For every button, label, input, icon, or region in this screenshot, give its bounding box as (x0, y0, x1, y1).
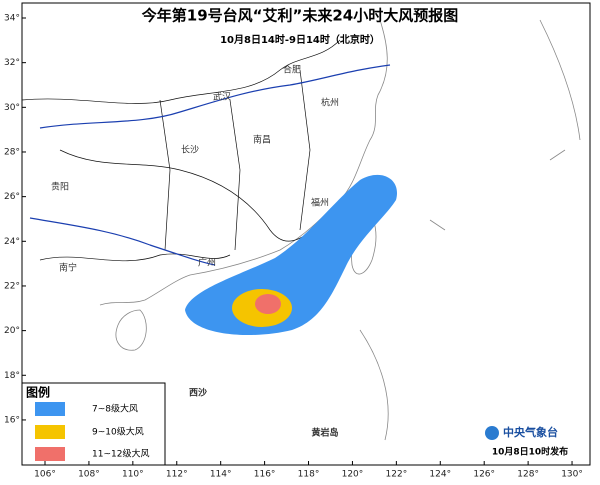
lon-label: 118° (298, 470, 320, 480)
place-label: 贵阳 (51, 181, 69, 193)
lon-label: 106° (34, 470, 56, 480)
lon-label: 128° (517, 470, 539, 480)
legend-label: 9~10级大风 (92, 426, 144, 438)
legend-label: 11~12级大风 (92, 448, 149, 460)
lon-label: 126° (473, 470, 495, 480)
title: 今年第19号台风“艾利”未来24小时大风预报图 (141, 7, 458, 25)
lat-label: 16° (4, 415, 20, 425)
lon-label: 112° (166, 470, 188, 480)
place-label: 福州 (311, 197, 329, 209)
issue-time: 10月8日10时发布 (492, 446, 568, 458)
place-label: 合肥 (283, 64, 301, 76)
place-label: 黄岩岛 (311, 427, 338, 439)
lat-label: 22° (4, 281, 20, 291)
place-label: 广州 (198, 257, 216, 269)
agency-logo (485, 426, 499, 440)
lon-label: 130° (561, 470, 583, 480)
lat-label: 24° (4, 237, 20, 247)
legend-label: 7~8级大风 (92, 403, 138, 415)
legend-swatch (35, 447, 65, 461)
agency-name: 中央气象台 (503, 425, 558, 439)
legend-swatch (35, 425, 65, 439)
lat-label: 20° (4, 326, 20, 336)
lat-label: 30° (4, 103, 20, 113)
lon-label: 122° (386, 470, 408, 480)
wind-zone-7-8 (185, 174, 398, 336)
graticule-labels: 34° 32° 30° 28° 26° 24° 22° 20° 18° 16° 106° 108° 11… (4, 14, 583, 480)
lon-label: 110° (122, 470, 144, 480)
place-label: 西沙 (189, 388, 207, 399)
rivers (29, 64, 391, 266)
lat-label: 18° (4, 371, 20, 381)
place-label: 南昌 (253, 134, 271, 146)
place-label: 长沙 (181, 144, 199, 156)
lat-label: 26° (4, 192, 20, 202)
lon-label: 116° (254, 470, 276, 480)
place-label: 杭州 (321, 97, 339, 109)
legend-title: 图例 (26, 385, 50, 400)
place-label: 武汉 (213, 91, 231, 103)
lon-label: 114° (210, 470, 232, 480)
subtitle: 10月8日14时-9日14时（北京时） (220, 33, 380, 46)
province-borders (21, 39, 341, 262)
lat-label: 32° (4, 58, 20, 68)
place-label: 南宁 (59, 262, 77, 274)
legend: 图例 7~8级大风 9~10级大风 11~12级大风 (21, 382, 166, 466)
lon-label: 124° (429, 470, 451, 480)
lat-label: 34° (4, 14, 20, 24)
wind-zone-11-12 (255, 294, 281, 314)
lon-label: 120° (342, 470, 364, 480)
legend-swatch (35, 402, 65, 416)
coastline (99, 19, 581, 441)
lat-label: 28° (4, 147, 20, 157)
lon-label: 108° (78, 470, 100, 480)
